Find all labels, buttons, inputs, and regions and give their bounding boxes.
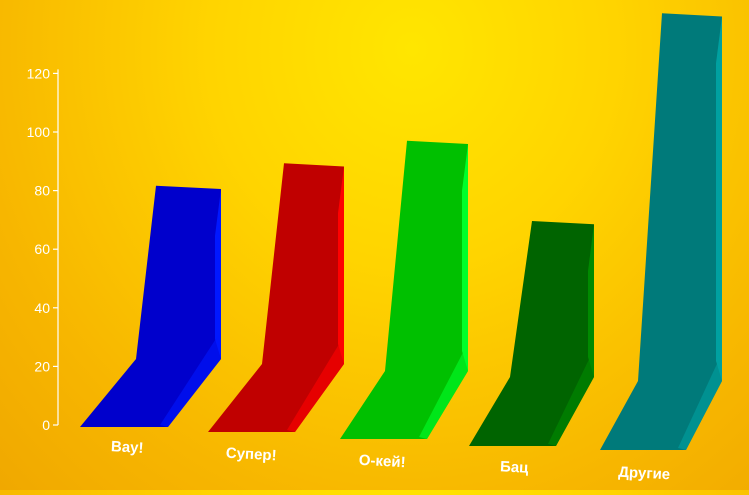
y-axis: 0 20 40 60 80 100 120	[27, 65, 59, 433]
y-tick-label: 120	[27, 65, 51, 81]
bar-2-base-side	[287, 336, 344, 432]
category-label-3: О-кей!	[358, 452, 406, 471]
category-labels: Вау! Супер! О-кей! Бац Другие	[111, 438, 671, 483]
bar-1-side	[215, 188, 221, 359]
y-tick-label: 100	[27, 124, 51, 140]
bar-4-base-side	[548, 349, 594, 446]
y-tick-label: 80	[34, 183, 50, 199]
y-tick-label: 40	[34, 300, 50, 316]
bar-5-front	[600, 13, 722, 451]
bar-4-side	[588, 224, 594, 377]
bar-1-front	[80, 185, 221, 427]
y-tick-label: 0	[42, 417, 50, 433]
bar-2-side	[338, 166, 344, 364]
bar-5-side	[716, 16, 722, 381]
y-tick-label: 20	[34, 358, 50, 374]
category-label-4: Бац	[500, 458, 530, 477]
y-tick-label: 60	[34, 241, 50, 257]
bar-1-base-side	[160, 331, 221, 427]
category-label-5: Другие	[618, 464, 671, 484]
bars-group	[80, 13, 722, 451]
bar-3-side	[462, 144, 468, 371]
bar-5-base-side	[678, 353, 722, 450]
bar-4-front	[469, 221, 594, 446]
bar-3-front	[340, 140, 468, 439]
bar-2-front	[208, 163, 344, 433]
bar-3-base-side	[419, 343, 468, 439]
category-label-1: Вау!	[111, 438, 144, 457]
category-label-2: Супер!	[225, 445, 277, 465]
